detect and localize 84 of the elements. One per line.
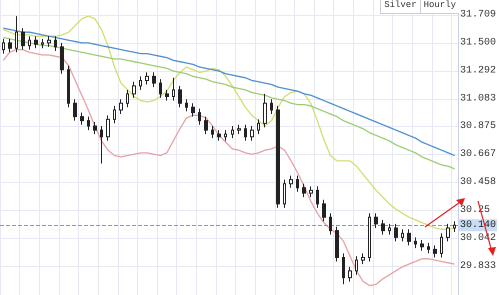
line-series bbox=[2, 48, 456, 286]
candlestick bbox=[198, 108, 201, 126]
candlestick bbox=[335, 226, 339, 262]
candlestick bbox=[2, 38, 5, 54]
candlestick bbox=[309, 186, 313, 198]
candlestick bbox=[237, 124, 241, 135]
chart-subtitle: Hourly bbox=[420, 0, 459, 14]
candlestick bbox=[407, 228, 411, 246]
candlestick bbox=[414, 236, 417, 249]
candlestick bbox=[73, 98, 77, 122]
candlestick bbox=[126, 89, 129, 108]
candlestick bbox=[47, 36, 51, 48]
candlestick bbox=[440, 232, 443, 258]
candlestick bbox=[34, 36, 38, 49]
candlestick bbox=[54, 36, 57, 52]
candlestick bbox=[106, 114, 110, 142]
candlestick bbox=[316, 186, 319, 208]
candlestick bbox=[21, 28, 25, 50]
candlestick bbox=[132, 81, 136, 98]
candlestick bbox=[368, 212, 371, 262]
candlestick bbox=[152, 72, 156, 88]
y-tick-label: 30.667 bbox=[460, 149, 496, 160]
candlestick bbox=[191, 102, 195, 118]
line-series bbox=[2, 15, 456, 230]
candlestick bbox=[381, 219, 385, 236]
y-tick-label: 31.500 bbox=[460, 37, 496, 48]
y-tick-label: 29.833 bbox=[460, 260, 496, 272]
candlestick bbox=[159, 78, 162, 98]
candlestick bbox=[93, 122, 97, 135]
candlestick bbox=[60, 42, 64, 74]
candlestick bbox=[231, 126, 234, 139]
candlestick bbox=[145, 72, 149, 85]
candlestick bbox=[8, 38, 12, 53]
candlestick bbox=[361, 252, 365, 265]
candlestick bbox=[211, 126, 214, 139]
candlestick bbox=[244, 124, 247, 142]
candlestick bbox=[100, 126, 103, 164]
candlestick bbox=[427, 242, 430, 254]
line-series bbox=[2, 36, 456, 170]
candlestick bbox=[41, 38, 44, 49]
candlestick bbox=[433, 244, 437, 258]
candlestick bbox=[224, 130, 227, 142]
candlestick bbox=[119, 98, 123, 114]
candlestick bbox=[172, 77, 175, 102]
candlestick bbox=[28, 36, 31, 50]
candlestick bbox=[420, 240, 424, 252]
candlestick bbox=[401, 228, 404, 242]
candlestick bbox=[388, 223, 391, 236]
candlestick bbox=[139, 76, 142, 90]
candlestick bbox=[289, 175, 293, 188]
candlestick bbox=[329, 212, 332, 236]
candlestick bbox=[446, 223, 450, 242]
candlestick bbox=[355, 256, 358, 276]
candlestick bbox=[15, 16, 18, 53]
candlestick bbox=[276, 105, 280, 208]
candlestick bbox=[87, 116, 90, 131]
candlestick bbox=[80, 112, 84, 126]
candlestick bbox=[342, 252, 345, 285]
y-tick-label: 30.875 bbox=[460, 121, 496, 132]
candlestick bbox=[178, 85, 182, 108]
candlestick bbox=[296, 175, 299, 192]
candlestick bbox=[453, 220, 456, 232]
candlestick bbox=[113, 105, 116, 124]
candlestick bbox=[250, 126, 254, 142]
candlestick bbox=[67, 65, 70, 108]
y-tick-label: 30.458 bbox=[460, 177, 496, 188]
candlestick bbox=[165, 89, 169, 102]
candlestick bbox=[283, 179, 286, 208]
candlestick bbox=[394, 223, 398, 242]
y-tick-label: 31.083 bbox=[460, 93, 496, 104]
candlestick bbox=[257, 118, 260, 135]
line-series bbox=[2, 28, 456, 156]
candlestick bbox=[270, 98, 273, 114]
y-tick-label: 31.709 bbox=[460, 9, 496, 20]
candlestick bbox=[374, 212, 378, 228]
candlestick bbox=[302, 183, 306, 198]
candlestick bbox=[322, 199, 326, 222]
y-tick-label: 31.292 bbox=[460, 65, 496, 76]
candlestick bbox=[263, 93, 267, 128]
candlestick bbox=[185, 98, 188, 112]
chart-title: Silver bbox=[380, 0, 420, 14]
candlestick bbox=[217, 130, 221, 142]
candlestick bbox=[348, 266, 352, 282]
candlestick bbox=[204, 116, 208, 135]
